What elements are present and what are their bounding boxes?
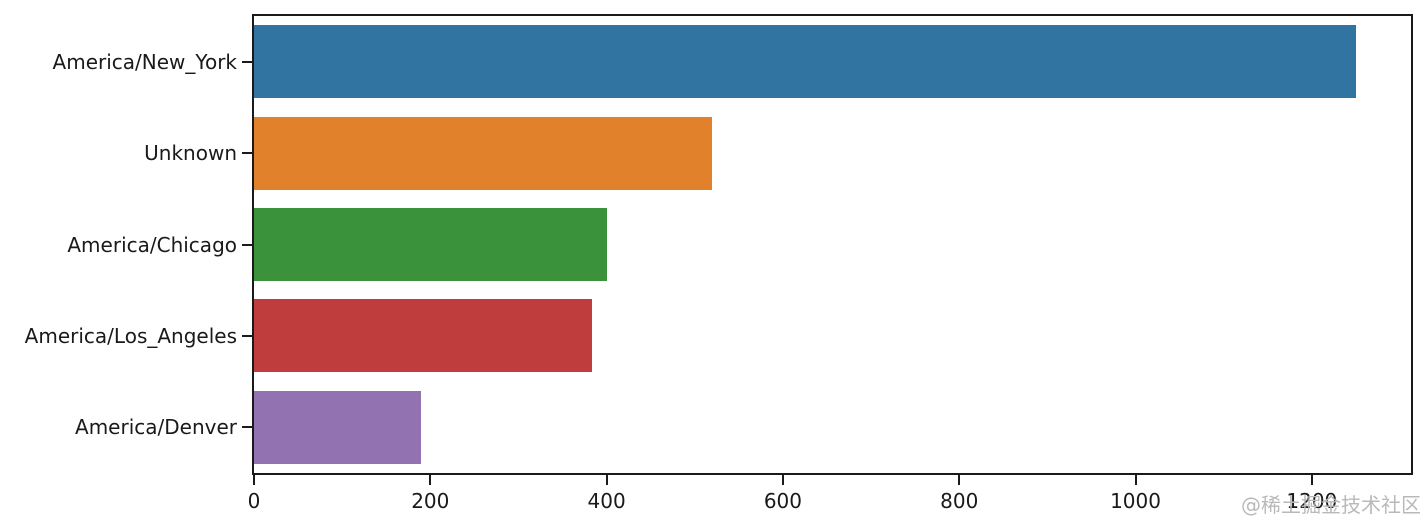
y-tick-mark bbox=[242, 243, 252, 246]
x-tick-label-200: 200 bbox=[411, 489, 450, 513]
y-tick-label-america-new-york: America/New_York bbox=[52, 49, 237, 74]
bar-america-los-angeles bbox=[254, 299, 592, 373]
x-tick-label-600: 600 bbox=[763, 489, 802, 513]
x-tick-mark bbox=[1310, 475, 1313, 485]
x-tick-label-1200: 1200 bbox=[1286, 489, 1338, 513]
x-tick-mark bbox=[253, 475, 255, 485]
x-tick-mark bbox=[1134, 475, 1137, 485]
y-tick-mark bbox=[242, 334, 252, 337]
x-tick-label-0: 0 bbox=[247, 489, 261, 513]
x-tick-mark bbox=[781, 475, 784, 485]
x-tick-mark bbox=[958, 475, 961, 485]
y-tick-label-america-los-angeles: America/Los_Angeles bbox=[24, 323, 237, 348]
x-tick-mark bbox=[605, 475, 608, 485]
y-tick-label-america-chicago: America/Chicago bbox=[67, 232, 237, 257]
x-tick-mark bbox=[429, 475, 432, 485]
plot-area bbox=[252, 14, 1413, 475]
y-tick-label-unknown: Unknown bbox=[144, 141, 237, 166]
y-tick-mark bbox=[242, 60, 252, 63]
y-tick-mark bbox=[242, 426, 252, 429]
y-tick-label-america-denver: America/Denver bbox=[75, 415, 237, 440]
bar-america-new-york bbox=[254, 25, 1356, 99]
x-tick-label-400: 400 bbox=[587, 489, 626, 513]
bar-america-denver bbox=[254, 390, 422, 464]
x-tick-label-800: 800 bbox=[940, 489, 979, 513]
y-tick-mark bbox=[242, 152, 252, 155]
x-tick-label-1000: 1000 bbox=[1110, 489, 1161, 513]
bar-unknown bbox=[254, 116, 713, 190]
bar-america-chicago bbox=[254, 207, 607, 282]
